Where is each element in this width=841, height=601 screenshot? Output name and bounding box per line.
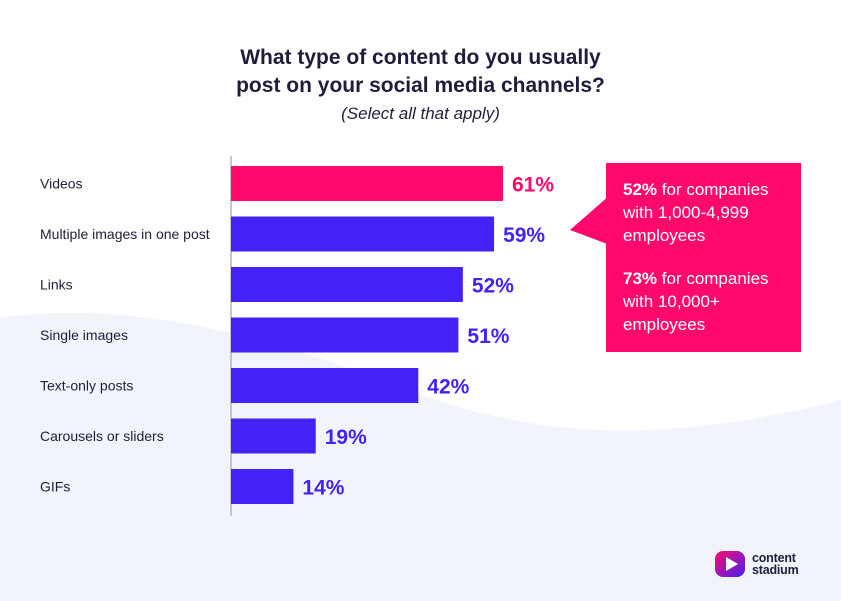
callout-item-2-text: for companies with 10,000+ employees xyxy=(623,269,769,334)
value-label: 42% xyxy=(427,376,469,399)
value-label: 19% xyxy=(325,426,367,449)
value-label: 61% xyxy=(512,174,554,197)
category-label: Videos xyxy=(40,176,83,192)
bar-links xyxy=(231,267,463,302)
bar-gifs xyxy=(231,469,294,504)
bar-videos xyxy=(231,166,503,201)
callout-item-2: 73% for companies with 10,000+ employees xyxy=(623,267,789,336)
play-icon xyxy=(715,551,745,577)
logo-wordmark: content stadium xyxy=(752,551,799,577)
value-label: 14% xyxy=(302,477,344,500)
category-label: Links xyxy=(40,277,73,293)
callout-box: 52% for companies with 1,000-4,999 emplo… xyxy=(606,163,801,352)
logo-line-1: content xyxy=(752,551,796,565)
callout-item-2-value: 73% xyxy=(623,269,658,288)
callout-item-1-value: 52% xyxy=(623,180,658,199)
value-label: 59% xyxy=(503,224,545,247)
chart-title: What type of content do you usually post… xyxy=(0,44,841,100)
callout-item-1: 52% for companies with 1,000-4,999 emplo… xyxy=(623,178,789,247)
category-label: GIFs xyxy=(40,479,70,495)
chart-title-line-2: post on your social media channels? xyxy=(236,74,605,97)
chart-title-line-1: What type of content do you usually xyxy=(240,46,601,69)
callout-item-1-text: for companies with 1,000-4,999 employees xyxy=(623,180,769,245)
category-label: Multiple images in one post xyxy=(40,226,210,242)
bar-text-only-posts xyxy=(231,368,419,403)
chart-subtitle: (Select all that apply) xyxy=(341,104,500,123)
bar-single-images xyxy=(231,317,459,353)
bar-multiple-images-in-one-post xyxy=(231,216,495,252)
logo-line-2: stadium xyxy=(752,563,799,577)
brand-logo: content stadium xyxy=(715,550,815,578)
category-label: Single images xyxy=(40,327,128,343)
callout-pointer xyxy=(570,195,610,245)
bar-carousels-or-sliders xyxy=(231,418,316,454)
value-label: 51% xyxy=(467,325,509,348)
category-label: Carousels or sliders xyxy=(40,428,164,444)
value-label: 52% xyxy=(472,275,514,298)
category-label: Text-only posts xyxy=(40,378,133,394)
